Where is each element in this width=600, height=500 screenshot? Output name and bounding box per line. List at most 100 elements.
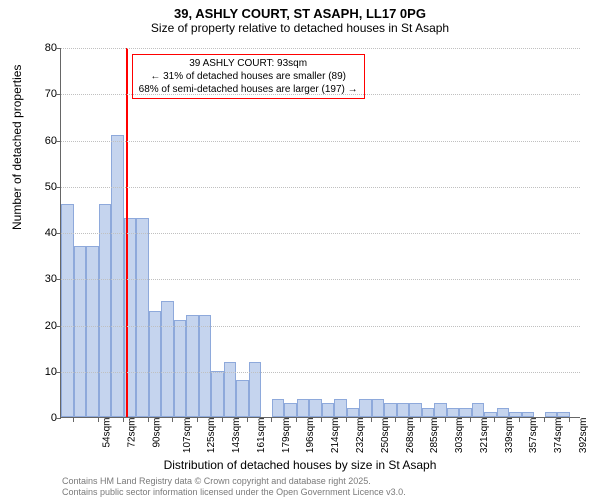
x-tick-label: 214sqm xyxy=(330,418,341,454)
y-tick-label: 70 xyxy=(33,88,57,100)
x-tick-mark xyxy=(148,417,149,422)
histogram-bar xyxy=(136,218,149,417)
gridline xyxy=(61,48,580,49)
histogram-bar xyxy=(284,403,297,417)
histogram-bar xyxy=(186,315,199,417)
y-tick-label: 0 xyxy=(33,412,57,424)
y-tick-mark xyxy=(56,372,61,373)
histogram-bar xyxy=(397,403,410,417)
histogram-bar xyxy=(61,204,74,417)
histogram-bar xyxy=(347,408,360,417)
x-tick-mark xyxy=(420,417,421,422)
x-tick-mark xyxy=(296,417,297,422)
y-tick-label: 40 xyxy=(33,227,57,239)
x-tick-mark xyxy=(445,417,446,422)
histogram-bar xyxy=(434,403,447,417)
histogram-bar xyxy=(545,412,558,417)
x-tick-mark xyxy=(494,417,495,422)
x-tick-mark xyxy=(544,417,545,422)
histogram-bar xyxy=(322,403,335,417)
x-tick-mark xyxy=(519,417,520,422)
histogram-bar xyxy=(497,408,510,417)
histogram-bar xyxy=(211,371,224,417)
x-tick-mark xyxy=(197,417,198,422)
x-tick-label: 321sqm xyxy=(479,418,490,454)
x-tick-label: 143sqm xyxy=(231,418,242,454)
y-tick-label: 30 xyxy=(33,273,57,285)
footer-line2: Contains public sector information licen… xyxy=(62,487,406,498)
y-tick-mark xyxy=(56,326,61,327)
y-tick-mark xyxy=(56,418,61,419)
histogram-bar xyxy=(149,311,162,417)
y-tick-label: 10 xyxy=(33,366,57,378)
x-tick-label: 285sqm xyxy=(429,418,440,454)
histogram-bar xyxy=(309,399,322,418)
annotation-line2: ← 31% of detached houses are smaller (89… xyxy=(139,70,358,83)
histogram-bar xyxy=(297,399,310,418)
x-tick-label: 125sqm xyxy=(207,418,218,454)
y-tick-label: 80 xyxy=(33,42,57,54)
x-tick-mark xyxy=(123,417,124,422)
y-tick-label: 20 xyxy=(33,320,57,332)
histogram-bar xyxy=(409,403,422,417)
gridline xyxy=(61,326,580,327)
x-tick-mark xyxy=(346,417,347,422)
footer-attribution: Contains HM Land Registry data © Crown c… xyxy=(62,476,406,498)
x-tick-mark xyxy=(172,417,173,422)
footer-line1: Contains HM Land Registry data © Crown c… xyxy=(62,476,406,487)
histogram-bar xyxy=(372,399,385,418)
histogram-bar xyxy=(459,408,472,417)
x-tick-label: 90sqm xyxy=(151,418,162,448)
x-tick-mark xyxy=(470,417,471,422)
histogram-bar xyxy=(86,246,99,417)
y-tick-label: 60 xyxy=(33,135,57,147)
x-tick-mark xyxy=(371,417,372,422)
histogram-bar xyxy=(522,412,535,417)
histogram-bar xyxy=(99,204,112,417)
x-tick-label: 196sqm xyxy=(306,418,317,454)
y-tick-label: 50 xyxy=(33,181,57,193)
gridline xyxy=(61,233,580,234)
x-axis-label: Distribution of detached houses by size … xyxy=(0,458,600,472)
x-tick-label: 339sqm xyxy=(504,418,515,454)
x-tick-mark xyxy=(222,417,223,422)
gridline xyxy=(61,372,580,373)
annotation-box: 39 ASHLY COURT: 93sqm ← 31% of detached … xyxy=(132,54,365,99)
chart-title-main: 39, ASHLY COURT, ST ASAPH, LL17 0PG xyxy=(0,0,600,21)
chart-plot-area: 39 ASHLY COURT: 93sqm ← 31% of detached … xyxy=(60,48,580,418)
histogram-bar xyxy=(174,320,187,417)
gridline xyxy=(61,187,580,188)
histogram-bar xyxy=(111,135,124,417)
x-tick-label: 374sqm xyxy=(553,418,564,454)
x-tick-label: 250sqm xyxy=(380,418,391,454)
x-tick-label: 268sqm xyxy=(405,418,416,454)
x-tick-label: 72sqm xyxy=(127,418,138,448)
histogram-bar xyxy=(236,380,249,417)
histogram-bar xyxy=(422,408,435,417)
x-tick-mark xyxy=(569,417,570,422)
histogram-bar xyxy=(472,403,485,417)
histogram-bar xyxy=(384,403,397,417)
y-axis-label: Number of detached properties xyxy=(10,65,24,230)
y-tick-mark xyxy=(56,233,61,234)
x-tick-label: 107sqm xyxy=(182,418,193,454)
x-tick-mark xyxy=(321,417,322,422)
x-tick-mark xyxy=(247,417,248,422)
annotation-line1: 39 ASHLY COURT: 93sqm xyxy=(139,57,358,70)
y-tick-mark xyxy=(56,48,61,49)
x-tick-label: 392sqm xyxy=(578,418,589,454)
histogram-bar xyxy=(199,315,212,417)
histogram-bar xyxy=(74,246,87,417)
gridline xyxy=(61,141,580,142)
y-tick-mark xyxy=(56,279,61,280)
histogram-bar xyxy=(249,362,262,418)
y-tick-mark xyxy=(56,187,61,188)
histogram-bar xyxy=(272,399,285,418)
x-tick-label: 161sqm xyxy=(256,418,267,454)
histogram-bar xyxy=(447,408,460,417)
x-tick-label: 232sqm xyxy=(355,418,366,454)
x-tick-mark xyxy=(73,417,74,422)
histogram-bar xyxy=(161,301,174,417)
x-tick-label: 303sqm xyxy=(454,418,465,454)
x-tick-mark xyxy=(98,417,99,422)
